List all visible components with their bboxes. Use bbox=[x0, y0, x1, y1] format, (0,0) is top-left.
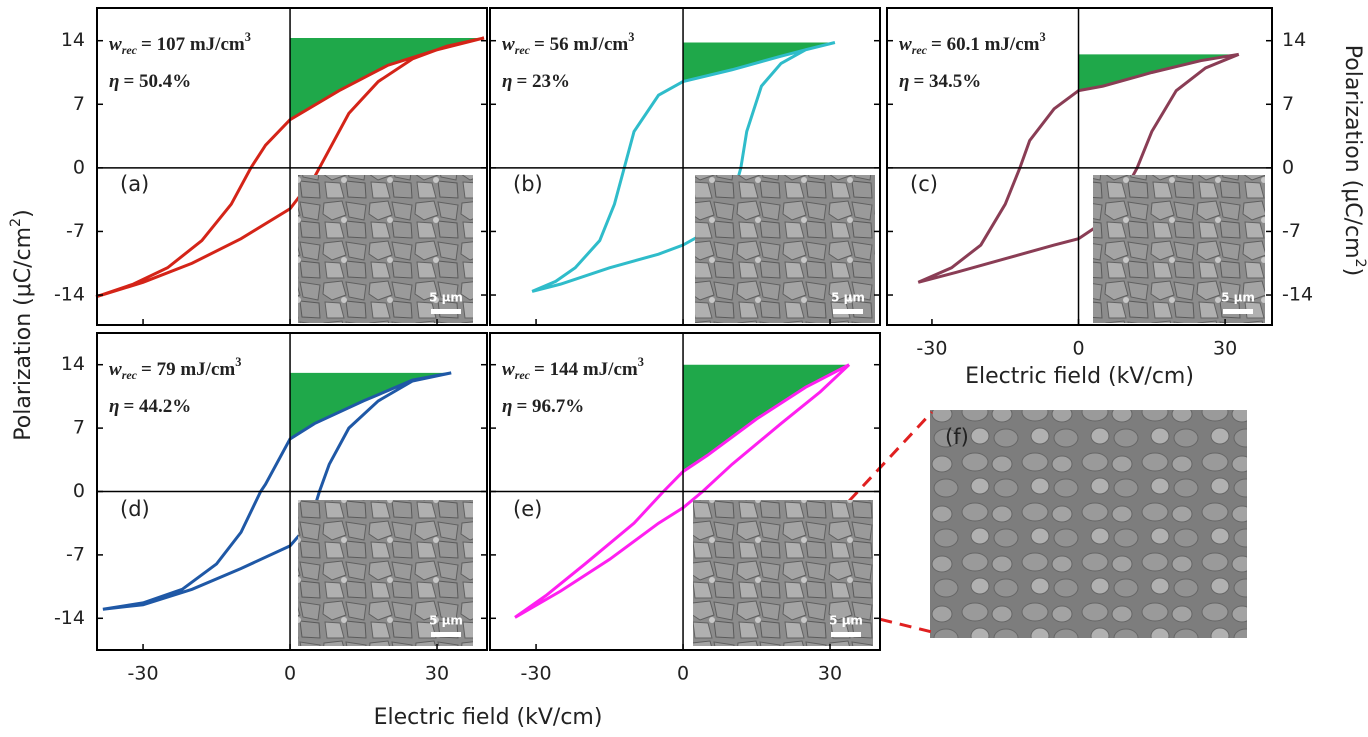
text: = 96.7% bbox=[516, 396, 584, 417]
label: wrec= 56 mJ/cm3 bbox=[502, 30, 634, 57]
scale-bar-label: 5 μm bbox=[429, 614, 463, 628]
x-tick-label: 0 bbox=[677, 663, 689, 685]
x-tick-label: 0 bbox=[1072, 338, 1084, 360]
text: = 23% bbox=[516, 71, 570, 92]
y-tick-label: 14 bbox=[61, 353, 85, 375]
text: = 60.1 mJ/cm bbox=[931, 34, 1040, 55]
scale-bar-label: 5 μm bbox=[1221, 291, 1255, 305]
figure: (f) 5 μm1470-7-14(a)wrec= 107 mJ/cm3η= 5… bbox=[0, 0, 1368, 737]
text: = 50.4% bbox=[123, 71, 191, 92]
symbol: η bbox=[899, 71, 909, 92]
text: Polarization (μC/cm bbox=[1340, 45, 1365, 259]
superscript: 3 bbox=[1039, 30, 1045, 44]
text: = 107 mJ/cm bbox=[141, 34, 245, 55]
label: Polarization (μC/cm2) bbox=[8, 209, 36, 440]
y-tick-label: -7 bbox=[66, 220, 85, 242]
symbol: w bbox=[899, 34, 912, 55]
superscript: 2 bbox=[1352, 259, 1368, 268]
text: = 56 mJ/cm bbox=[534, 34, 628, 55]
panel-label: (d) bbox=[120, 497, 150, 521]
x-tick-label: -30 bbox=[916, 338, 947, 360]
symbol: w bbox=[109, 359, 122, 380]
x-tick-label: 30 bbox=[818, 663, 842, 685]
sem-image bbox=[930, 410, 1247, 638]
label: Polarization (μC/cm2) bbox=[1340, 45, 1368, 276]
text: = 79 mJ/cm bbox=[141, 359, 235, 380]
text: = 144 mJ/cm bbox=[534, 359, 638, 380]
x-tick-label: -30 bbox=[128, 663, 159, 685]
y-tick-label: -14 bbox=[54, 284, 85, 306]
y-tick-label: 0 bbox=[73, 156, 85, 178]
scale-bar bbox=[431, 309, 461, 314]
y-tick-label: 14 bbox=[61, 29, 85, 51]
symbol: η bbox=[109, 71, 119, 92]
text: = 44.2% bbox=[123, 396, 191, 417]
subscript: rec bbox=[122, 43, 138, 57]
superscript: 2 bbox=[8, 218, 24, 227]
y-tick-label: 7 bbox=[73, 417, 85, 439]
panel-label: (e) bbox=[513, 497, 542, 521]
label: wrec= 144 mJ/cm3 bbox=[502, 355, 644, 382]
y-tick-label: 7 bbox=[1282, 93, 1294, 115]
energy-area bbox=[290, 38, 484, 120]
text: ) bbox=[11, 209, 36, 218]
subscript: rec bbox=[515, 43, 531, 57]
label: η= 50.4% bbox=[109, 71, 191, 92]
x-tick-label: 0 bbox=[284, 663, 296, 685]
subscript: rec bbox=[515, 368, 531, 382]
symbol: η bbox=[502, 396, 512, 417]
scale-bar-label: 5 μm bbox=[429, 291, 463, 305]
scale-bar-label: 5 μm bbox=[831, 291, 865, 305]
label: wrec= 107 mJ/cm3 bbox=[109, 30, 251, 57]
label: η= 44.2% bbox=[109, 396, 191, 417]
text: Polarization (μC/cm bbox=[11, 227, 36, 441]
y-tick-label: -14 bbox=[54, 607, 85, 629]
symbol: η bbox=[109, 396, 119, 417]
label: wrec= 60.1 mJ/cm3 bbox=[899, 30, 1046, 57]
x-tick-label: -30 bbox=[521, 663, 552, 685]
scale-bar bbox=[833, 309, 863, 314]
scale-bar bbox=[431, 632, 461, 637]
panel-label: (c) bbox=[910, 172, 938, 196]
scale-bar bbox=[1223, 309, 1253, 314]
subscript: rec bbox=[122, 368, 138, 382]
scale-bar bbox=[831, 632, 861, 637]
y-tick-label: -14 bbox=[1282, 284, 1313, 306]
label: η= 34.5% bbox=[899, 71, 981, 92]
superscript: 3 bbox=[245, 30, 251, 44]
text: = 34.5% bbox=[913, 71, 981, 92]
panel-label: (b) bbox=[513, 172, 543, 196]
x-tick-label: 30 bbox=[1213, 338, 1237, 360]
symbol: w bbox=[502, 34, 515, 55]
scale-bar-label: 5 μm bbox=[829, 614, 863, 628]
x-tick-label: 30 bbox=[425, 663, 449, 685]
superscript: 3 bbox=[638, 355, 644, 369]
symbol: η bbox=[502, 71, 512, 92]
superscript: 3 bbox=[628, 30, 634, 44]
x-axis-label: Electric field (kV/cm) bbox=[374, 705, 603, 730]
text: ) bbox=[1340, 268, 1365, 277]
superscript: 3 bbox=[235, 355, 241, 369]
x-axis-label: Electric field (kV/cm) bbox=[965, 364, 1194, 389]
subscript: rec bbox=[912, 43, 928, 57]
y-tick-label: 0 bbox=[1282, 156, 1294, 178]
image-label: (f) bbox=[945, 425, 969, 449]
y-tick-label: -7 bbox=[66, 543, 85, 565]
y-tick-label: 7 bbox=[73, 93, 85, 115]
label: η= 96.7% bbox=[502, 396, 584, 417]
label: η= 23% bbox=[502, 71, 570, 92]
y-tick-label: 0 bbox=[73, 480, 85, 502]
label: wrec= 79 mJ/cm3 bbox=[109, 355, 241, 382]
symbol: w bbox=[502, 359, 515, 380]
y-tick-label: -7 bbox=[1282, 220, 1301, 242]
y-tick-label: 14 bbox=[1282, 29, 1306, 51]
panel-label: (a) bbox=[120, 172, 149, 196]
symbol: w bbox=[109, 34, 122, 55]
